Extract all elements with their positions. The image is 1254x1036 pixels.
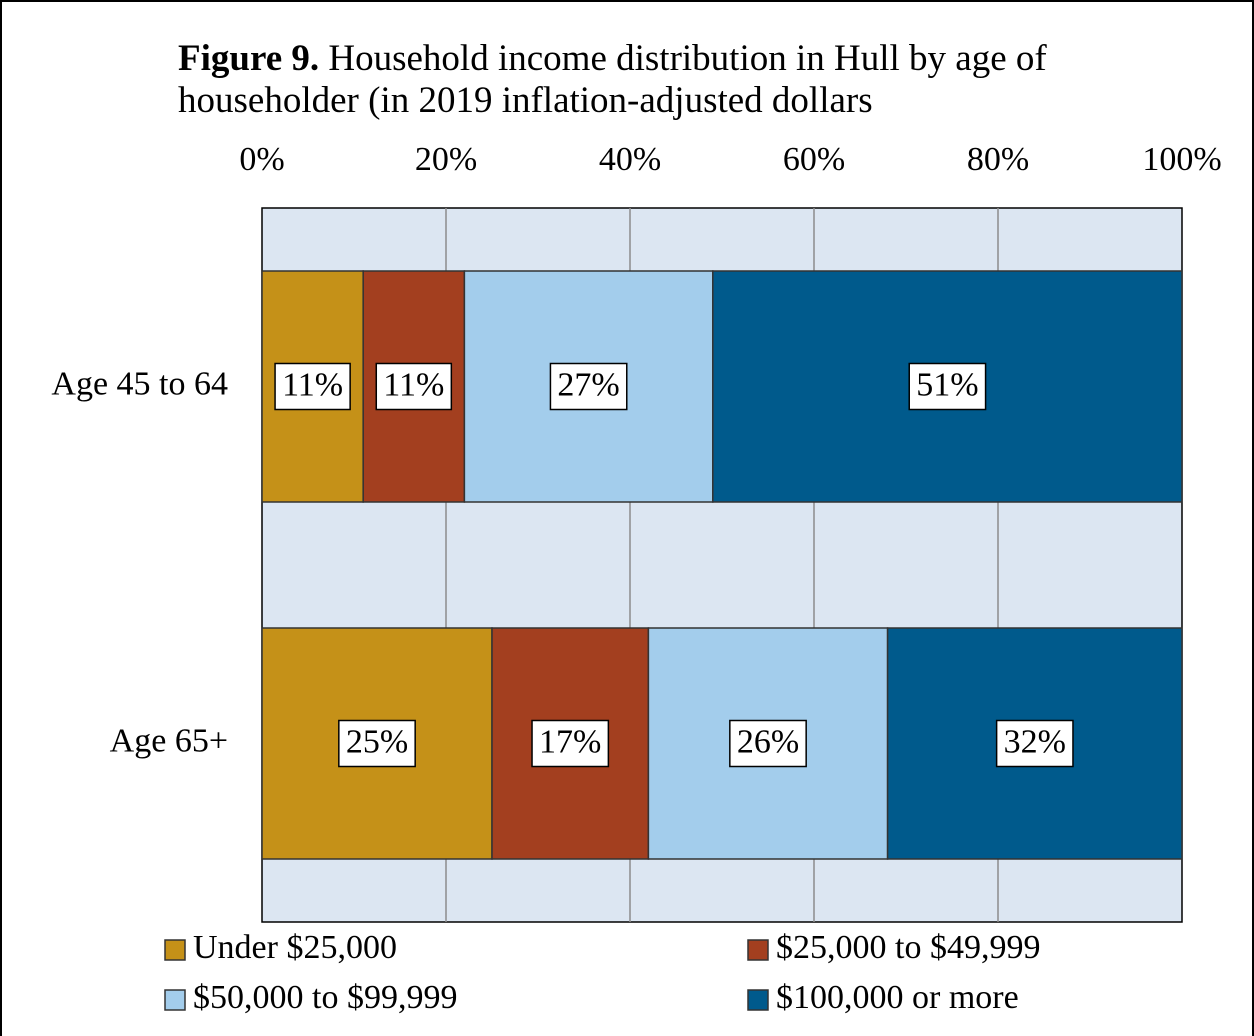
- legend-swatch: [164, 989, 186, 1011]
- legend-swatch: [747, 989, 769, 1011]
- data-label-box: [908, 362, 987, 411]
- y-tick-label: Age 65+: [110, 722, 228, 759]
- chart-title: Figure 9. Household income distribution …: [178, 38, 1138, 122]
- data-label-box: [531, 719, 610, 768]
- legend-swatch: [747, 939, 769, 961]
- x-tick-label: 40%: [599, 141, 661, 178]
- legend-label: $50,000 to $99,999: [193, 979, 457, 1016]
- data-label-box: [729, 719, 807, 768]
- data-label: 11%: [383, 366, 444, 403]
- x-tick-label: 20%: [415, 141, 477, 178]
- data-label: 25%: [346, 723, 408, 760]
- title-text: Household income distribution in Hull by…: [178, 38, 1047, 121]
- data-label-box: [549, 362, 628, 411]
- data-label: 27%: [557, 366, 619, 403]
- x-tick-label: 80%: [967, 141, 1029, 178]
- data-label-box: [995, 719, 1074, 768]
- x-tick-label: 100%: [1142, 141, 1221, 178]
- x-tick-label: 0%: [239, 141, 284, 178]
- legend-label: $100,000 or more: [776, 979, 1019, 1016]
- title-label: Figure 9.: [178, 38, 320, 79]
- data-label-box: [338, 719, 416, 768]
- legend-swatch: [164, 939, 186, 961]
- data-label: 32%: [1004, 723, 1066, 760]
- legend-label: Under $25,000: [193, 929, 397, 966]
- legend-label: $25,000 to $49,999: [776, 929, 1040, 966]
- data-label: 11%: [282, 366, 343, 403]
- y-tick-label: Age 45 to 64: [51, 365, 228, 402]
- data-label: 51%: [916, 366, 978, 403]
- data-label-box: [375, 362, 453, 411]
- data-label: 17%: [539, 723, 601, 760]
- data-label-box: [274, 362, 351, 411]
- data-label: 26%: [737, 723, 799, 760]
- x-tick-label: 60%: [783, 141, 845, 178]
